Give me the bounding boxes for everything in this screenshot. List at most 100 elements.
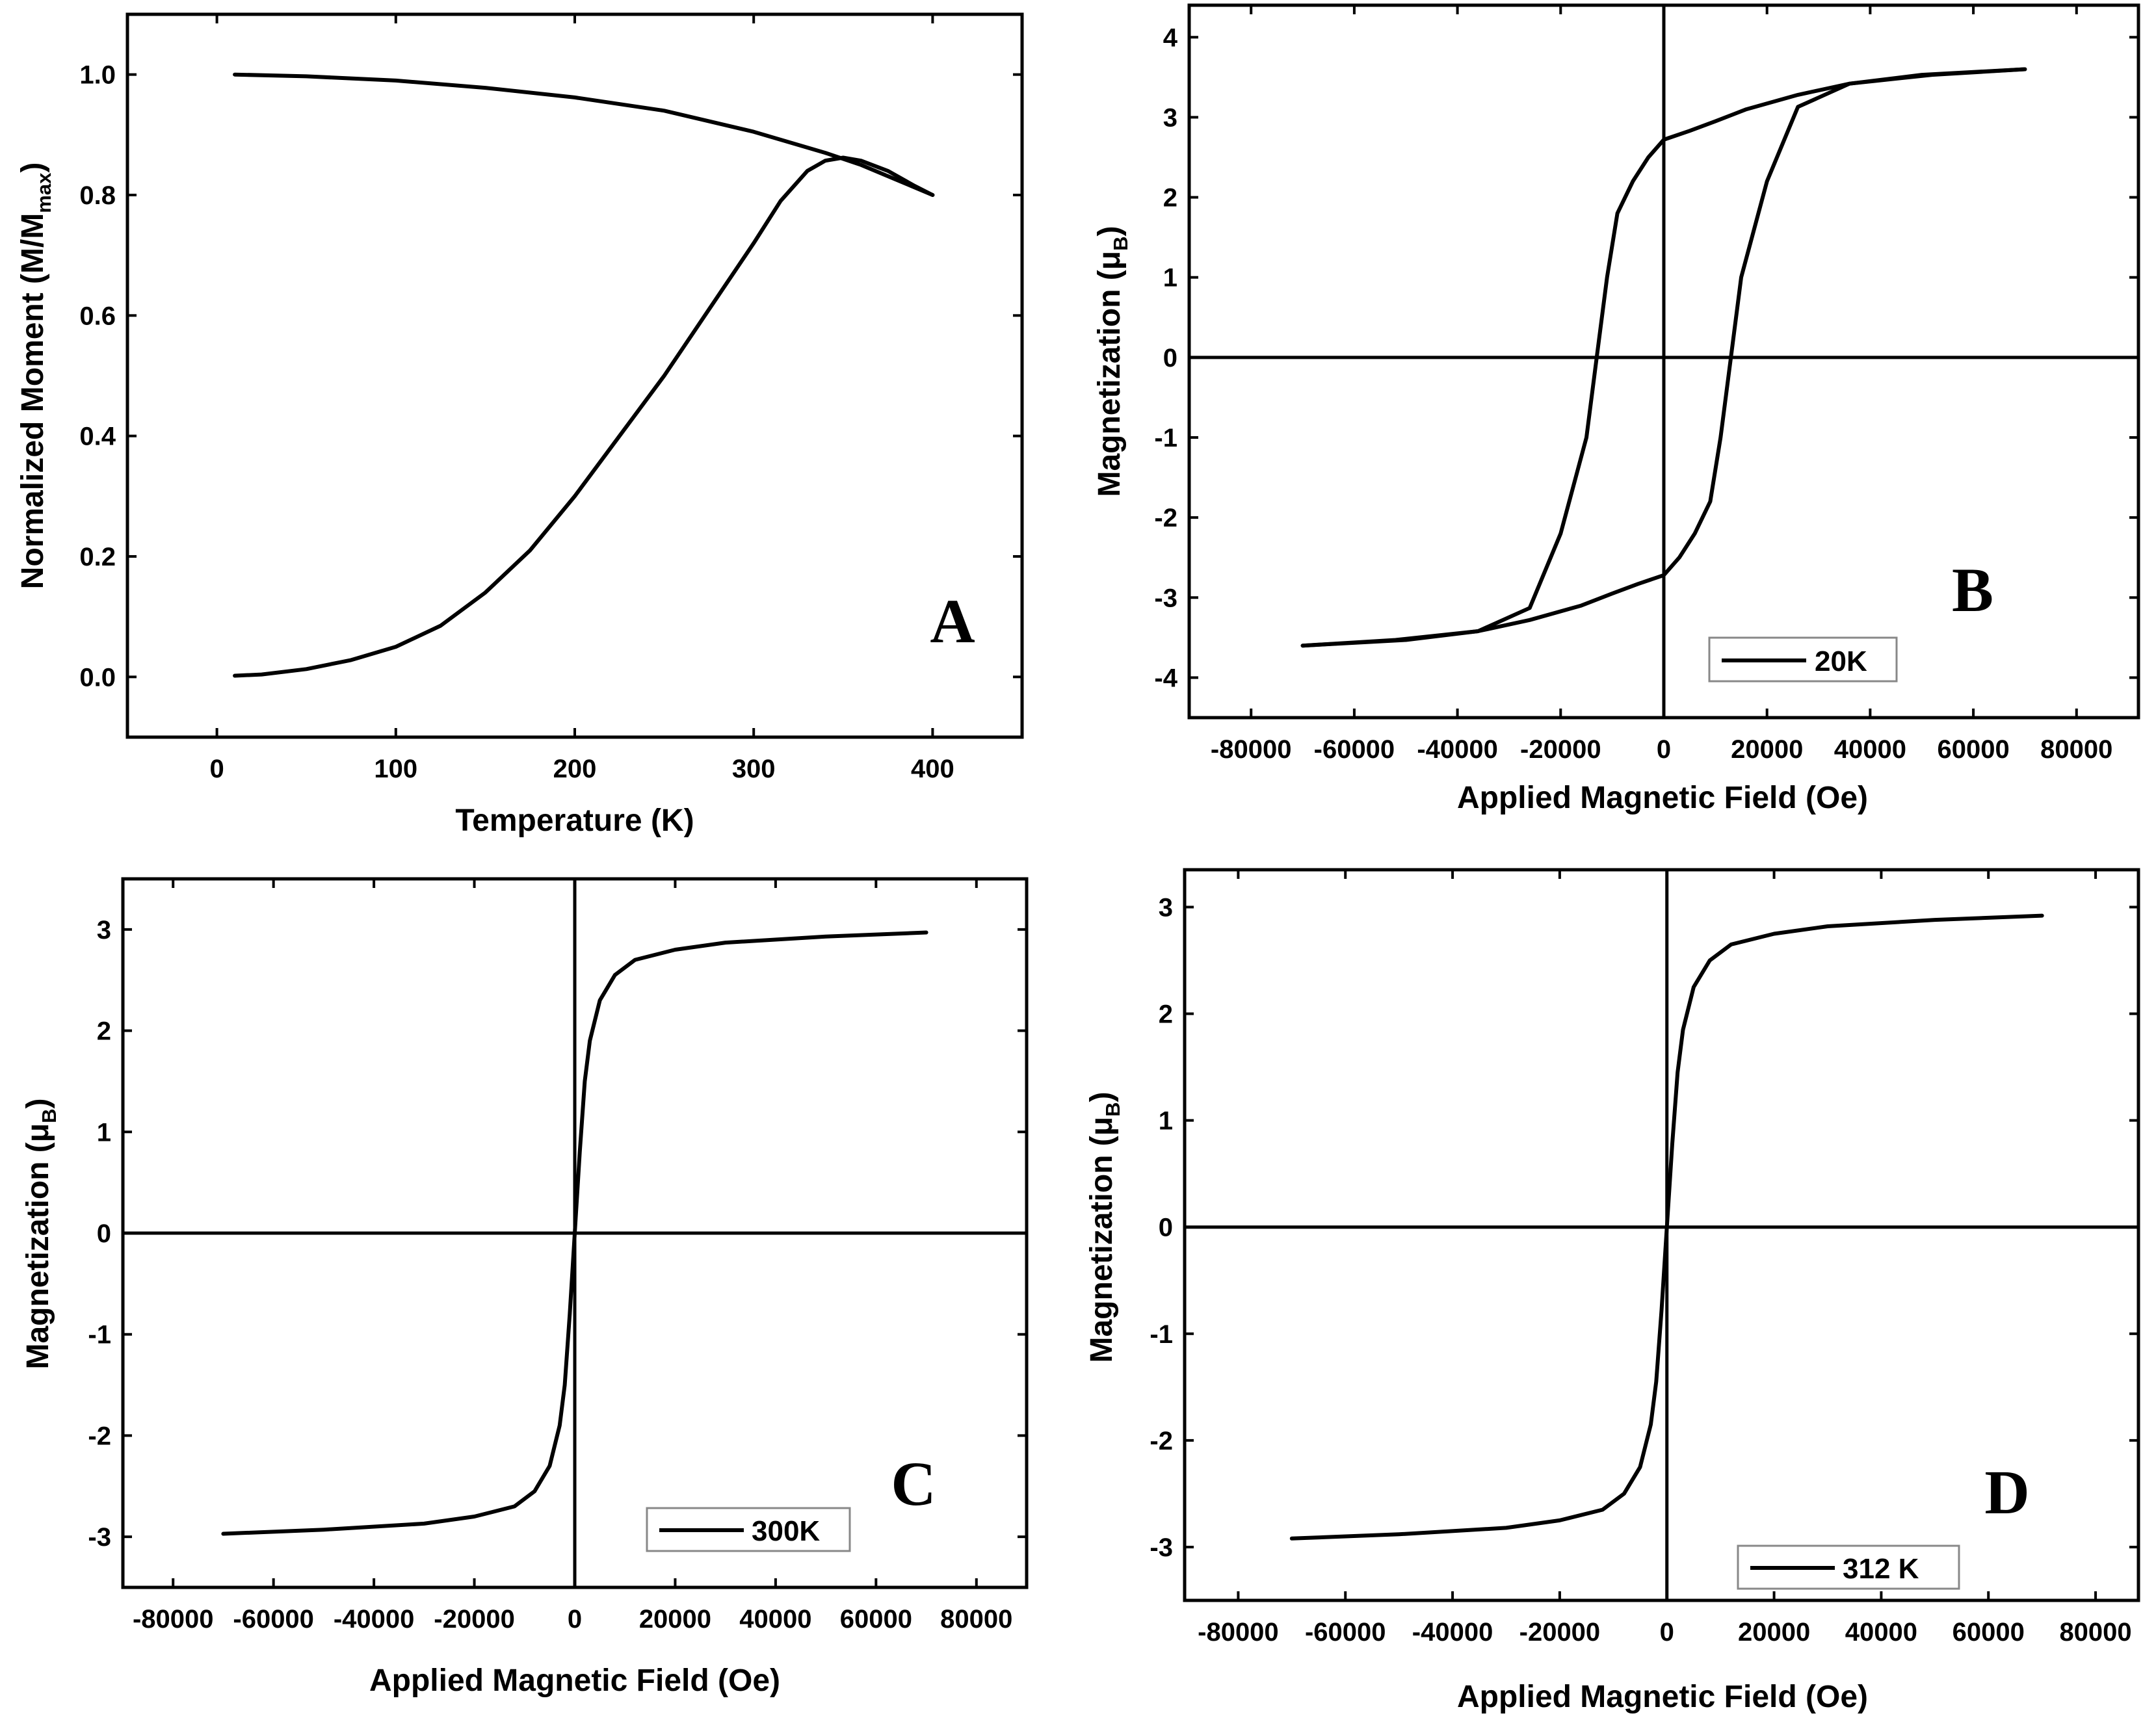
panel-b-ylabel: Magnetization (μB): [1092, 226, 1132, 497]
panel-c-xtick-label: 20000: [639, 1605, 711, 1634]
panel-c-ytick-label: 0: [97, 1219, 111, 1248]
panel-c-xtick-label: 80000: [940, 1605, 1012, 1634]
panel-a-ytick-label: 0.0: [79, 663, 116, 692]
panel-d-ylabel: Magnetization (μB): [1085, 1091, 1124, 1362]
panel-d-xtick-label: 20000: [1738, 1618, 1810, 1647]
panel-a-ytick-label: 0.2: [79, 543, 116, 571]
panel-c-ytick-label: -1: [88, 1321, 111, 1349]
panel-b-xtick-label: 80000: [2040, 735, 2112, 764]
panel-b-xtick-label: -60000: [1314, 735, 1395, 764]
panel-c-ylabel-main: Magnetization (μ: [21, 1123, 55, 1370]
panel-c-ytick-label: -2: [88, 1422, 111, 1450]
panel-c-ytick-label: 3: [97, 916, 111, 945]
panel-b-series: [1300, 67, 2027, 648]
panel-a-series-line: [233, 72, 935, 197]
panel-a-xlabel: Temperature (K): [455, 803, 694, 838]
panel-a-ytick-label: 1.0: [79, 61, 116, 90]
panel-c-legend-label: 300K: [752, 1515, 820, 1547]
panel-c-ylabel-sub: B: [38, 1108, 60, 1123]
panel-c: -80000 -60000 -40000 -20000 0 20000 40000 60000…: [21, 877, 1029, 1698]
panel-b-ytick-label: 2: [1163, 184, 1177, 213]
panel-c-xtick-label: 40000: [739, 1605, 811, 1634]
panel-c-xtick-label: -40000: [334, 1605, 415, 1634]
panel-d-ytick-label: -2: [1150, 1427, 1173, 1455]
panel-a-ylabel-sub: max: [33, 172, 55, 213]
panel-b-ytick-label: 3: [1163, 103, 1177, 132]
panel-a: 0 100 200 300 400 0.0 0.2 0.4 0.6 0.8 1.0 A Temper…: [16, 12, 1024, 838]
panel-b-series-line: [1300, 67, 2027, 648]
panel-b-legend-label: 20K: [1815, 645, 1867, 677]
panel-b-xtick-label: -80000: [1211, 735, 1292, 764]
panel-b-ytick-label: -4: [1154, 664, 1177, 692]
panel-d: -80000 -60000 -40000 -20000 0 20000 40000 60000…: [1085, 868, 2140, 1714]
panel-c-series-line: [221, 930, 928, 1536]
panel-a-ytick-label: 0.8: [79, 181, 116, 210]
panel-b-ylabel-sub: B: [1109, 236, 1132, 250]
panel-d-ytick-label: 2: [1159, 1000, 1173, 1029]
panel-b-ticks: -80000 -60000 -40000 -20000 0 20000 40000 60000…: [1154, 5, 2138, 764]
panel-d-xtick-label: -60000: [1305, 1618, 1386, 1647]
panel-a-ytick-label: 0.4: [79, 423, 116, 451]
panel-d-xtick-label: 40000: [1845, 1618, 1917, 1647]
panel-c-letter: C: [891, 1449, 936, 1518]
panel-b-series-line: [1300, 67, 2027, 648]
panel-c-xtick-label: -60000: [233, 1605, 314, 1634]
panel-b-zero-lines: [1189, 5, 2138, 718]
panel-b-letter: B: [1952, 555, 1993, 625]
panel-c-ytick-label: -3: [88, 1523, 111, 1552]
panel-d-xtick-label: -40000: [1412, 1618, 1493, 1647]
panel-d-xtick-label: 80000: [2059, 1618, 2131, 1647]
panel-c-xtick-label: -80000: [133, 1605, 214, 1634]
panel-c-xtick-label: 0: [568, 1605, 582, 1634]
panel-d-ticks: -80000 -60000 -40000 -20000 0 20000 40000 60000…: [1150, 870, 2138, 1647]
panel-c-xlabel: Applied Magnetic Field (Oe): [369, 1663, 780, 1698]
panel-d-ytick-label: -3: [1150, 1533, 1173, 1562]
panel-c-xtick-label: 60000: [840, 1605, 912, 1634]
panel-d-legend: 312 K: [1737, 1544, 1960, 1590]
panel-a-ticks: 0 100 200 300 400 0.0 0.2 0.4 0.6 0.8 1.0: [79, 14, 1022, 783]
panel-a-ylabel-main: Normalized Moment (M/M: [16, 213, 50, 590]
panel-d-ylabel-sub: B: [1101, 1102, 1124, 1116]
panel-c-ytick-label: 2: [97, 1017, 111, 1046]
panel-d-xtick-label: 0: [1660, 1618, 1674, 1647]
panel-a-letter: A: [930, 586, 975, 656]
panel-a-xtick-label: 400: [911, 755, 954, 783]
panel-d-legend-label: 312 K: [1843, 1553, 1919, 1585]
panel-b-xtick-label: -20000: [1520, 735, 1601, 764]
panel-c-ticks: -80000 -60000 -40000 -20000 0 20000 40000 60000…: [88, 879, 1027, 1634]
panel-a-xtick-label: 0: [209, 755, 224, 783]
panel-d-ylabel-main: Magnetization (μ: [1085, 1117, 1119, 1363]
panel-d-ylabel-close: ): [1085, 1091, 1119, 1102]
panel-d-series: [1289, 913, 2044, 1541]
panel-a-xtick-label: 200: [553, 755, 597, 783]
panel-b-ytick-label: 0: [1163, 344, 1177, 372]
panel-b-ytick-label: -2: [1154, 504, 1177, 532]
panel-b-ytick-label: -1: [1154, 424, 1177, 452]
panel-b-xtick-label: -40000: [1417, 735, 1498, 764]
panel-d-xtick-label: 60000: [1952, 1618, 2025, 1647]
panel-b-xlabel: Applied Magnetic Field (Oe): [1457, 781, 1868, 815]
panel-d-ytick-label: 0: [1159, 1214, 1173, 1242]
panel-c-series: [221, 930, 928, 1536]
panel-b-xtick-label: 0: [1657, 735, 1671, 764]
panel-b-ytick-label: 1: [1163, 264, 1177, 293]
panel-c-ytick-label: 1: [97, 1118, 111, 1147]
panel-a-ylabel-close: ): [16, 163, 50, 173]
panel-b-xtick-label: 40000: [1834, 735, 1906, 764]
panel-a-xtick-label: 300: [732, 755, 776, 783]
panel-d-series-line: [1289, 913, 2044, 1541]
panel-d-plot-frame: [1183, 868, 2140, 1602]
panel-a-series: [233, 72, 935, 678]
panel-a-ytick-label: 0.6: [79, 302, 116, 330]
panel-b-xtick-label: 20000: [1731, 735, 1803, 764]
panel-d-xlabel: Applied Magnetic Field (Oe): [1457, 1680, 1868, 1714]
panel-d-letter: D: [1984, 1457, 2029, 1527]
panel-c-xtick-label: -20000: [434, 1605, 515, 1634]
panel-b: -80000 -60000 -40000 -20000 0 20000 40000 60000…: [1092, 3, 2140, 815]
panel-d-ytick-label: 3: [1159, 893, 1173, 922]
panel-c-ylabel-close: ): [21, 1098, 55, 1108]
panel-a-ylabel: Normalized Moment (M/Mmax): [16, 163, 55, 590]
panel-d-xtick-label: -80000: [1198, 1618, 1279, 1647]
